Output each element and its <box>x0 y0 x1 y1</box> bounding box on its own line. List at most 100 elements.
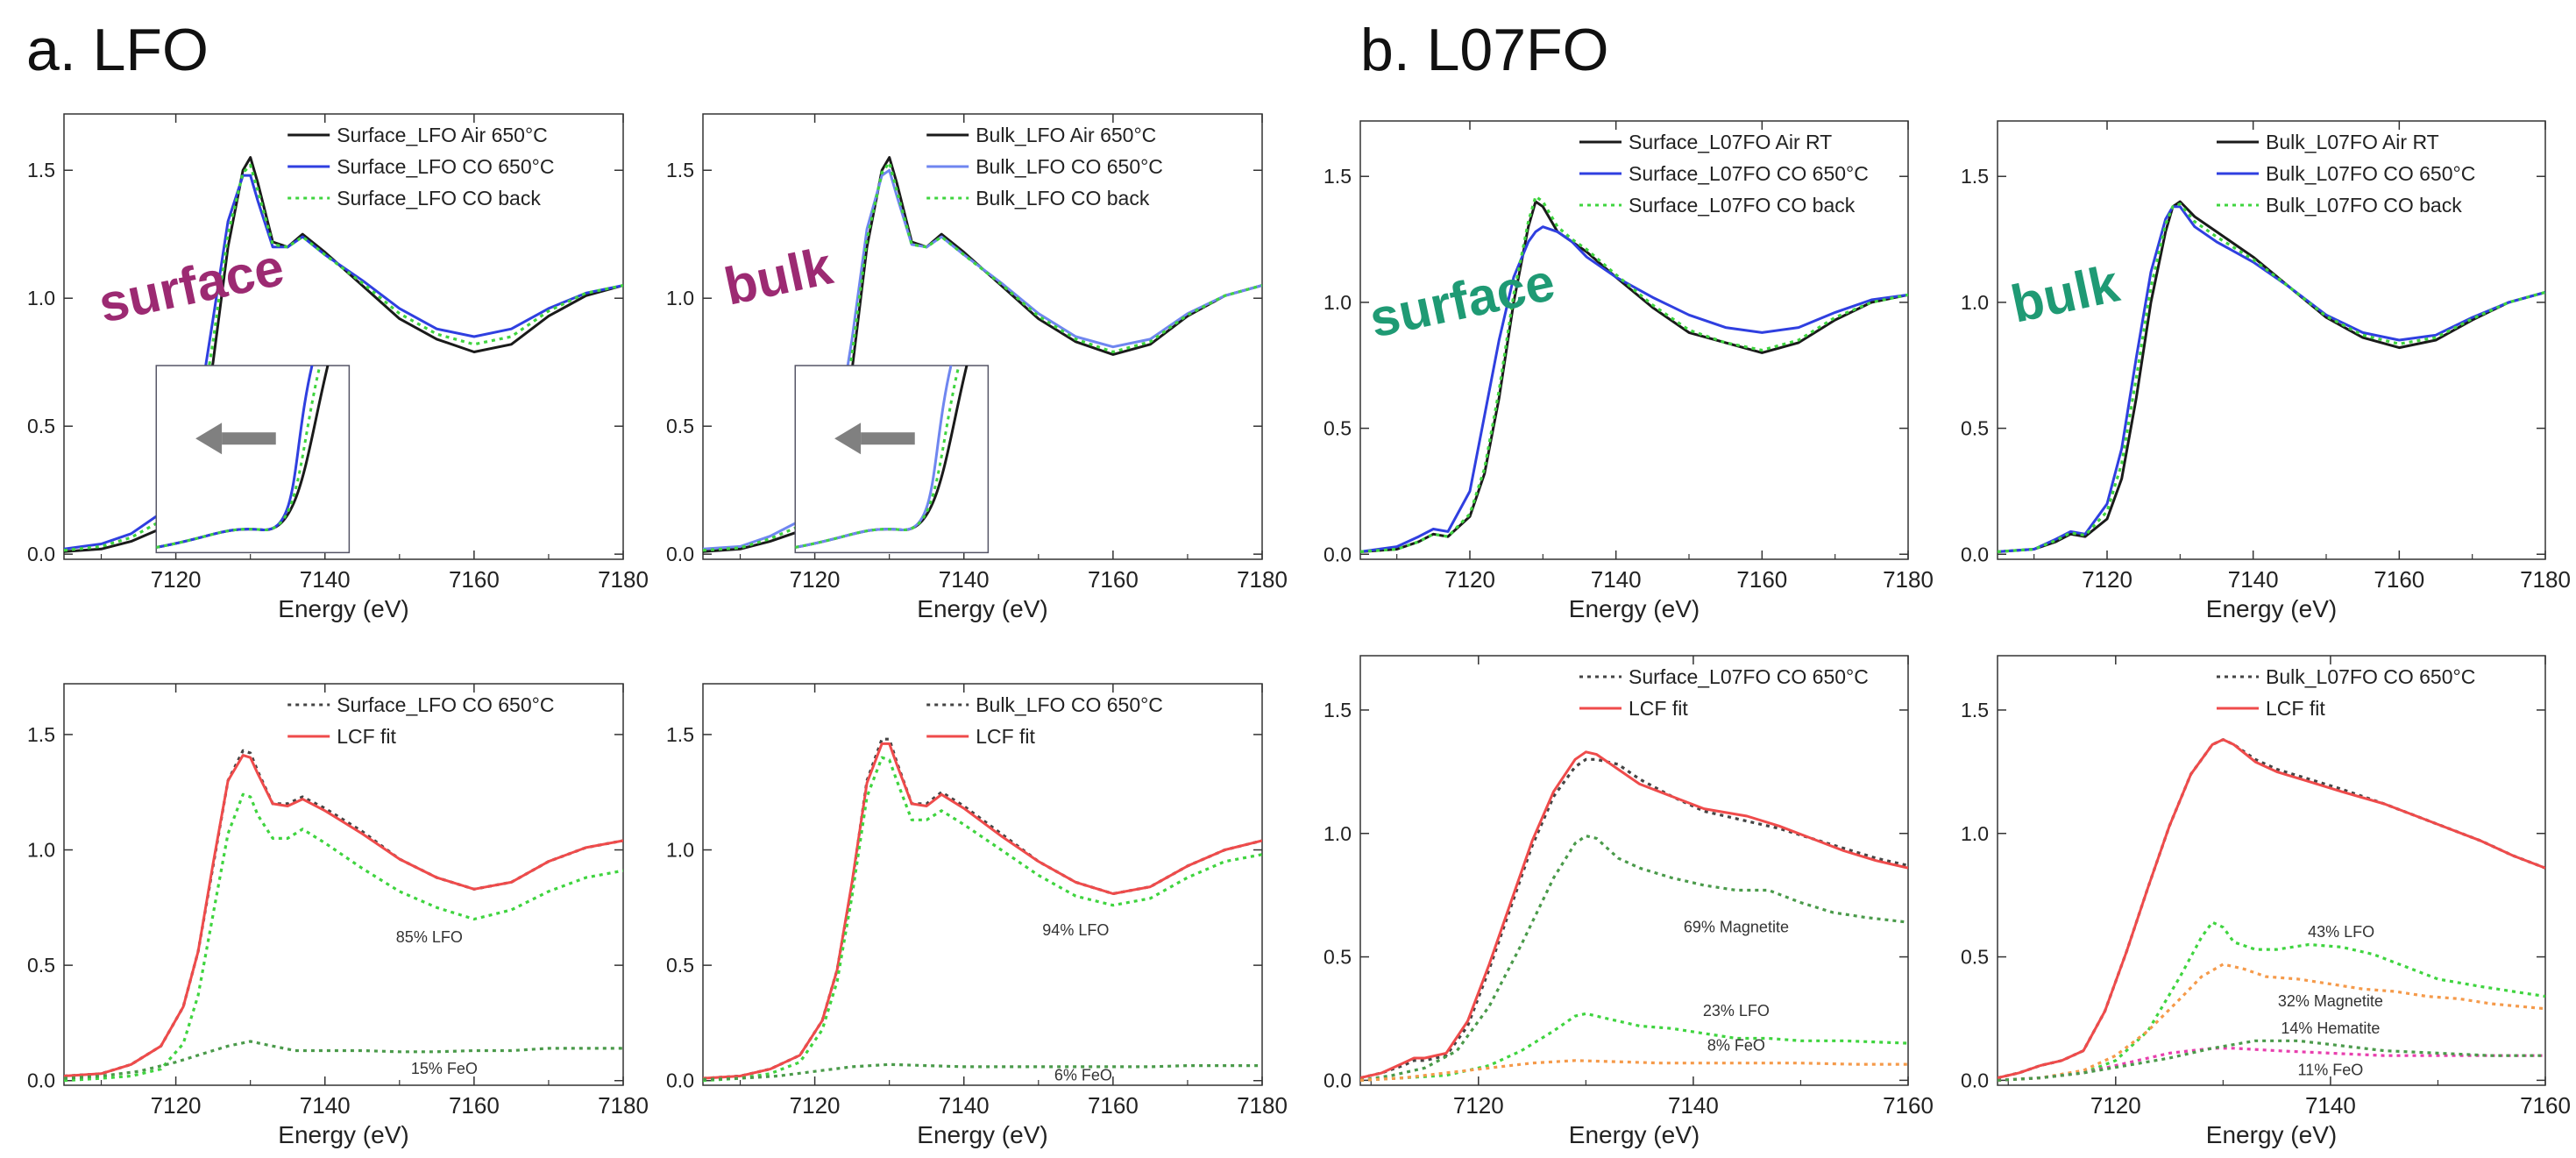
y-tick-label: 1.5 <box>1323 699 1352 721</box>
legend-entry: Bulk_LFO Air 650°C <box>976 124 1156 146</box>
chart-b-bottom-surface: 0.0 0.5 1.0 1.5 7120 7140 7160 Energy (eV) Surfa… <box>1323 655 1934 1148</box>
plot-frame <box>1997 120 2546 560</box>
chart-a-bottom-bulk: 0.0 0.5 1.0 1.5 7120 7140 7160 7180 Energy (eV) B… <box>666 683 1288 1148</box>
component-label: 23% LFO <box>1703 1002 1770 1019</box>
series-line-1 <box>1360 225 1908 553</box>
y-tick-label: 1.0 <box>1961 822 1989 845</box>
x-axis-label: Energy (eV) <box>2206 1121 2337 1148</box>
x-tick-label: 7160 <box>1736 566 1787 593</box>
y-tick-label: 0.0 <box>1961 543 1989 565</box>
chart-annotation: surface <box>1365 252 1560 349</box>
series-line-2 <box>1998 202 2545 553</box>
legend-entry: Bulk_LFO CO back <box>976 187 1150 210</box>
x-tick-label: 7120 <box>790 1092 841 1119</box>
inset-zoom <box>155 365 351 554</box>
component-label: 6% FeO <box>1054 1067 1112 1084</box>
series-line-4 <box>1360 1059 1908 1082</box>
series-line-1 <box>1998 738 2545 1080</box>
legend-entry: Surface_LFO Air 650°C <box>337 124 548 146</box>
x-tick-label: 7180 <box>1883 566 1934 593</box>
y-tick-label: 0.0 <box>1323 543 1352 565</box>
y-tick-label: 0.5 <box>666 954 694 977</box>
plot-frame <box>1997 655 2546 1086</box>
chart-a-bottom-surface: 0.0 0.5 1.0 1.5 7120 7140 7160 7180 Energy (eV) S… <box>27 683 649 1148</box>
y-tick-label: 1.5 <box>27 159 55 181</box>
series-line-1 <box>64 754 623 1077</box>
x-axis-label: Energy (eV) <box>278 595 408 622</box>
component-label: 32% Magnetite <box>2278 992 2383 1010</box>
x-tick-label: 7180 <box>1237 1092 1288 1119</box>
y-tick-label: 0.0 <box>27 1069 55 1092</box>
plot-frame <box>702 683 1263 1086</box>
series-line-0 <box>703 737 1262 1080</box>
series-line-4 <box>1998 1047 2545 1082</box>
x-axis-label: Energy (eV) <box>278 1121 408 1148</box>
x-tick-label: 7160 <box>2374 566 2424 593</box>
legend-entry: Surface_LFO CO 650°C <box>337 155 554 178</box>
left-arrow-shaft <box>861 432 915 445</box>
x-axis-label: Energy (eV) <box>2206 595 2337 622</box>
x-tick-label: 7160 <box>1088 1092 1139 1119</box>
y-tick-label: 0.5 <box>1961 417 1989 440</box>
legend-entry: Surface_L07FO Air RT <box>1629 131 1832 153</box>
y-tick-label: 0.5 <box>1961 946 1989 969</box>
left-arrow-shaft <box>222 432 276 445</box>
component-label: 85% LFO <box>396 928 463 946</box>
plot-frame <box>63 683 624 1086</box>
y-tick-label: 0.0 <box>27 543 55 565</box>
x-tick-label: 7180 <box>598 1092 649 1119</box>
x-tick-label: 7160 <box>449 1092 500 1119</box>
chart-b-top-bulk: 0.0 0.5 1.0 1.5 7120 7140 7160 7180 Energy (eV) B… <box>1961 120 2571 622</box>
x-tick-label: 7120 <box>790 566 841 593</box>
y-tick-label: 1.0 <box>666 839 694 862</box>
legend-entry: Surface_LFO CO back <box>337 187 541 210</box>
x-tick-label: 7120 <box>2082 566 2132 593</box>
y-tick-label: 0.5 <box>27 415 55 437</box>
y-tick-label: 1.5 <box>1961 699 1989 721</box>
x-tick-label: 7120 <box>151 566 202 593</box>
x-tick-label: 7140 <box>939 1092 990 1119</box>
component-label: 11% FeO <box>2298 1062 2364 1079</box>
x-tick-label: 7140 <box>300 566 351 593</box>
legend-entry: LCF fit <box>1629 697 1688 720</box>
x-tick-label: 7120 <box>1444 566 1495 593</box>
y-tick-label: 1.0 <box>1961 291 1989 314</box>
x-tick-label: 7140 <box>2228 566 2279 593</box>
x-tick-label: 7160 <box>2520 1092 2571 1119</box>
series-line-3 <box>1360 1012 1908 1082</box>
x-tick-label: 7120 <box>1453 1092 1504 1119</box>
panel-b-label: b. L07FO <box>1360 17 1609 83</box>
chart-annotation: surface <box>94 238 289 334</box>
plot-frame <box>1359 120 1909 560</box>
y-tick-label: 1.0 <box>1323 291 1352 314</box>
y-tick-label: 0.0 <box>1323 1069 1352 1091</box>
x-tick-label: 7140 <box>300 1092 351 1119</box>
series-line-1 <box>1998 205 2545 553</box>
y-tick-label: 1.5 <box>666 159 694 181</box>
y-tick-label: 0.5 <box>1323 417 1352 440</box>
left-arrow-icon <box>834 423 862 455</box>
x-tick-label: 7160 <box>1088 566 1139 593</box>
series-line-0 <box>1360 757 1908 1080</box>
legend-entry: Bulk_L07FO CO 650°C <box>2266 162 2475 185</box>
legend-entry: Surface_LFO CO 650°C <box>337 693 554 716</box>
series-line-3 <box>1998 963 2545 1082</box>
legend-entry: Bulk_L07FO CO 650°C <box>2266 665 2475 688</box>
legend-entry: Bulk_L07FO Air RT <box>2266 131 2439 153</box>
x-tick-label: 7160 <box>449 566 500 593</box>
inset-curve-2 <box>156 366 322 549</box>
y-tick-label: 1.0 <box>27 287 55 309</box>
series-line-5 <box>1998 1039 2545 1082</box>
x-tick-label: 7140 <box>1668 1092 1719 1119</box>
legend-entry: Bulk_L07FO CO back <box>2266 194 2462 217</box>
series-line-2 <box>64 792 623 1083</box>
component-label: 15% FeO <box>411 1060 478 1077</box>
series-line-1 <box>703 742 1262 1080</box>
x-tick-label: 7140 <box>1591 566 1642 593</box>
y-tick-label: 0.5 <box>666 415 694 437</box>
series-line-2 <box>1360 195 1908 553</box>
y-tick-label: 1.5 <box>666 723 694 746</box>
x-tick-label: 7180 <box>1237 566 1288 593</box>
series-line-2 <box>1998 920 2545 1082</box>
y-tick-label: 1.0 <box>666 287 694 309</box>
